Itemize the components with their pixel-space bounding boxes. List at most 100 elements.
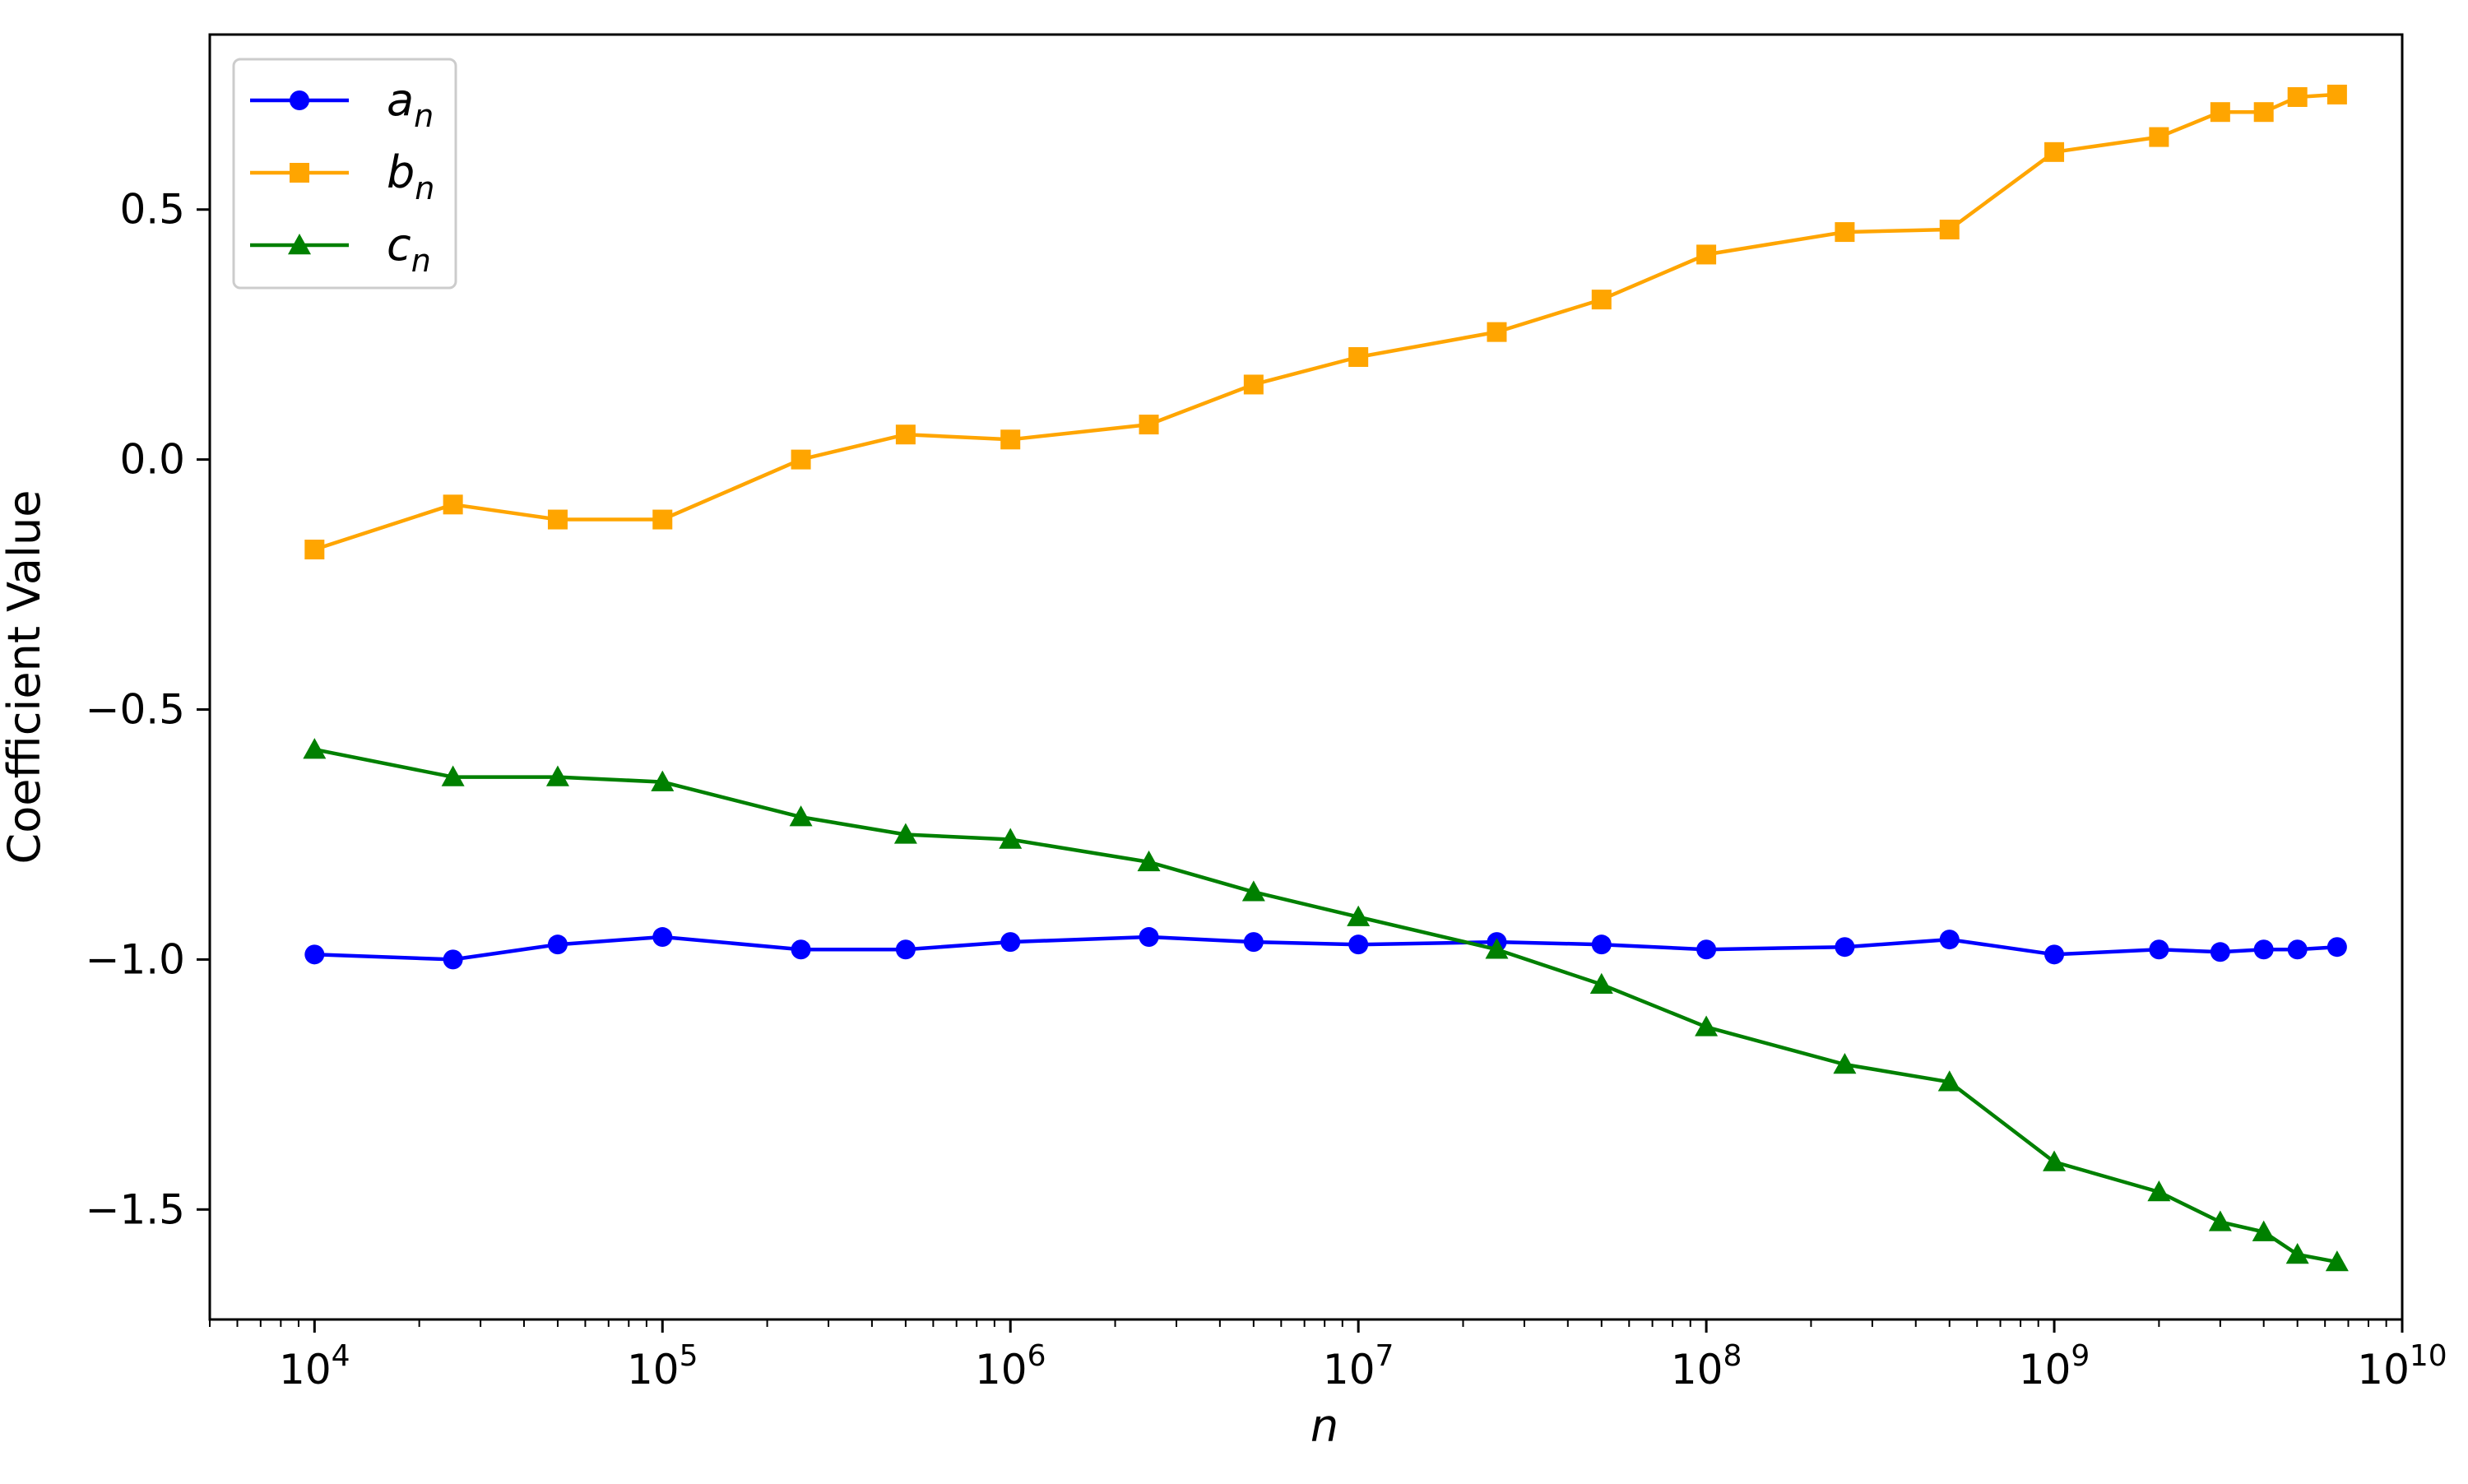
x-tick-label: 1010 [2357,1339,2447,1394]
data-point [791,449,811,470]
series-a_n [304,927,2347,970]
data-point [999,828,1023,849]
x-tick-label: 107 [1323,1339,1394,1394]
data-point [789,805,813,827]
data-point [443,494,463,515]
legend-label-base: b [387,146,415,198]
data-point [2044,944,2065,965]
data-point [290,90,309,110]
data-point [2210,942,2230,962]
x-axis-label: n [1311,1400,1338,1452]
data-point [304,944,325,965]
legend-label-base: a [387,74,414,126]
x-tick-label-exponent: 6 [1028,1339,1046,1373]
legend-entry: bn [250,146,434,206]
x-tick-label-base: 10 [975,1346,1028,1394]
data-point [547,509,568,530]
data-point [1485,938,1509,959]
x-tick-label-exponent: 5 [680,1339,698,1373]
y-tick-label: −0.5 [86,686,185,734]
series-c_n [303,738,2349,1272]
data-point [652,509,673,530]
legend-label-subscript: n [415,170,434,206]
data-point [443,949,463,970]
data-point [2044,141,2065,162]
data-point [1591,934,1612,955]
data-point [303,738,327,759]
data-point [1241,880,1265,902]
y-tick-label: −1.0 [86,935,185,983]
data-point [895,424,916,445]
data-point [2287,939,2308,960]
data-point [1589,972,1613,994]
x-tick-label: 106 [975,1339,1046,1394]
data-point [1243,932,1264,953]
series-layer [303,84,2349,1272]
x-tick-label-base: 10 [627,1346,680,1394]
data-point [1243,374,1264,395]
legend-label: cn [387,219,431,279]
data-point [2149,939,2169,960]
series-b_n [304,84,2347,560]
data-point [1000,932,1021,953]
x-tick-label: 109 [2019,1339,2090,1394]
data-point [441,765,465,786]
y-axis-label: Coefficient Value [0,490,50,865]
data-point [1347,905,1371,926]
data-point [2287,86,2308,107]
data-point [2210,102,2230,123]
data-point [1939,220,1960,240]
data-point [1348,347,1369,368]
data-point [1939,930,1960,950]
data-point [652,927,673,948]
data-point [1137,850,1161,872]
data-point [2285,1242,2309,1264]
legend-label-subscript: n [411,243,431,279]
x-tick-label: 105 [627,1339,698,1394]
data-point [2327,937,2347,958]
y-axis: 0.5 0.0 −0.5 −1.0 −1.5 [86,186,210,1233]
data-point [1833,1053,1857,1074]
data-point [2208,1210,2232,1231]
x-tick-label: 104 [279,1339,350,1394]
x-tick-label-exponent: 4 [332,1339,350,1373]
x-tick-label-base: 10 [279,1346,332,1394]
data-point [2253,939,2274,960]
data-point [1139,415,1159,435]
data-point [2325,1250,2349,1272]
data-point [2149,127,2169,147]
data-point [1937,1070,1961,1092]
data-point [545,765,569,786]
y-tick-label: −1.5 [86,1185,185,1233]
data-point [2147,1180,2171,1202]
x-tick-label-exponent: 8 [1723,1339,1742,1373]
data-point [290,163,309,183]
x-tick-label-base: 10 [1323,1346,1375,1394]
legend-label: bn [387,146,434,206]
y-tick-label: 0.5 [119,186,185,234]
y-tick-label: 0.0 [119,436,185,484]
x-axis: 104 105 106 107 108 109 1010 [209,1319,2447,1394]
legend-label-base: c [387,219,411,271]
data-point [1591,290,1612,310]
data-point [1000,429,1021,450]
legend-entry: an [250,74,434,134]
data-point [2253,102,2274,123]
x-tick-label-exponent: 10 [2410,1339,2447,1373]
legend-label-subscript: n [414,98,434,134]
data-point [288,234,311,255]
data-point [895,939,916,960]
x-tick-label-exponent: 9 [2071,1339,2090,1373]
x-tick-label: 108 [1671,1339,1742,1394]
x-tick-label-exponent: 7 [1375,1339,1394,1373]
data-point [1139,927,1159,948]
data-point [1348,934,1369,955]
legend-label: an [387,74,434,134]
data-point [1835,937,1855,958]
data-point [1696,244,1717,265]
data-point [547,934,568,955]
data-point [2252,1220,2275,1241]
